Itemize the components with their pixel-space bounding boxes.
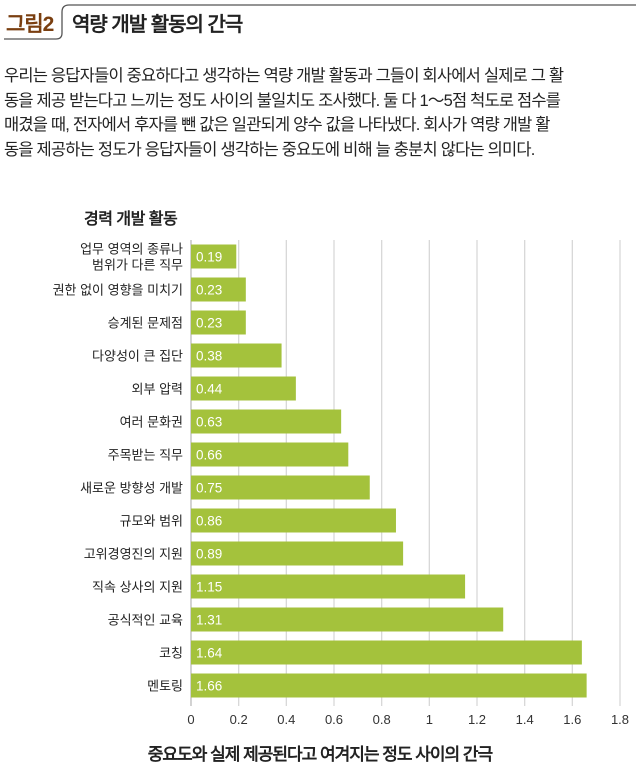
x-tick-label: 0.2: [230, 712, 248, 727]
bar-value-label: 1.15: [196, 580, 222, 595]
bar-value-label: 0.75: [196, 481, 222, 496]
bar-value-label: 0.66: [196, 448, 222, 463]
bar: [191, 343, 282, 368]
bar-value-label: 1.64: [196, 646, 223, 661]
figure-number: 그림2: [6, 13, 54, 36]
x-tick-label: 0: [187, 712, 194, 727]
category-label: 여러 문화권: [120, 415, 183, 430]
x-tick-label: 1.8: [611, 712, 629, 727]
bar: [191, 574, 466, 599]
bar-value-label: 0.23: [196, 283, 222, 298]
bar: [191, 277, 246, 302]
bar-value-label: 1.66: [196, 679, 222, 694]
x-tick-label: 1.4: [516, 712, 534, 727]
bar-value-label: 0.63: [196, 415, 222, 430]
category-label: 규모와 범위: [120, 514, 183, 529]
category-label: 다양성이 큰 집단: [92, 349, 183, 364]
x-tick-label: 0.8: [373, 712, 391, 727]
bar: [191, 409, 342, 434]
description-line: 우리는 응답자들이 중요하다고 생각하는 역량 개발 활동과 그들이 회사에서 …: [4, 67, 564, 85]
bar-value-label: 0.86: [196, 514, 222, 529]
category-label: 고위경영진의 지원: [84, 547, 183, 562]
bar: [191, 442, 349, 467]
category-label: 공식적인 교육: [108, 613, 183, 628]
figure-header: 그림2 역량 개발 활동의 간극: [0, 0, 640, 42]
bar-value-label: 0.44: [196, 382, 223, 397]
header-tab-outline: [4, 4, 636, 40]
bar: [191, 244, 237, 269]
description: 우리는 응답자들이 중요하다고 생각하는 역량 개발 활동과 그들이 회사에서 …: [4, 64, 636, 162]
bar: [191, 607, 504, 632]
bar: [191, 673, 587, 698]
category-label: 멘토링: [147, 679, 183, 694]
x-tick-label: 1.2: [468, 712, 486, 727]
bar: [191, 541, 404, 566]
x-tick-label: 1: [426, 712, 433, 727]
x-tick-label: 0.6: [325, 712, 343, 727]
bar-value-label: 0.23: [196, 316, 222, 331]
category-label: 승계된 문제점: [108, 316, 183, 331]
category-label: 업무 영역의 종류나: [80, 242, 183, 257]
x-tick-label: 0.4: [277, 712, 295, 727]
bar: [191, 376, 296, 401]
bar: [191, 475, 370, 500]
bar-chart: 0 0.2 0.4 0.6 0.8 1 1.2 1.4 1.6 1.8 0.19 업무 영역의 종류나…: [53, 240, 629, 727]
description-line: 매겼을 때, 전자에서 후자를 뺀 값은 일관되게 양수 값을 나타냈다. 회사…: [4, 116, 550, 134]
bar-value-label: 0.19: [196, 250, 222, 265]
bar: [191, 310, 246, 335]
bar: [191, 640, 582, 665]
x-axis-label: 중요도와 실제 제공된다고 여겨지는 정도 사이의 간극: [147, 745, 493, 764]
description-line: 동을 제공하는 정도가 응답자들이 생각하는 중요도에 비해 늘 충분치 않다는…: [4, 140, 535, 159]
bar-value-label: 1.31: [196, 613, 222, 628]
category-label: 새로운 방향성 개발: [80, 481, 183, 496]
category-label: 코칭: [159, 646, 183, 661]
category-label: 권한 없이 영향을 미치기: [53, 283, 183, 298]
figure-title: 역량 개발 활동의 간극: [72, 14, 243, 36]
category-label: 외부 압력: [132, 382, 183, 397]
bar: [191, 508, 396, 533]
category-label: 주목받는 직무: [108, 448, 183, 463]
bar-value-label: 0.38: [196, 349, 222, 364]
chart-title: 경력 개발 활동: [84, 211, 178, 228]
category-label: 직속 상사의 지원: [92, 580, 183, 595]
bar-value-label: 0.89: [196, 547, 222, 562]
x-tick-label: 1.6: [563, 712, 581, 727]
category-label: 범위가 다른 직무: [92, 258, 183, 273]
description-line: 동을 제공 받는다고 느끼는 정도 사이의 불일치도 조사했다. 둘 다 1～5…: [4, 91, 561, 110]
